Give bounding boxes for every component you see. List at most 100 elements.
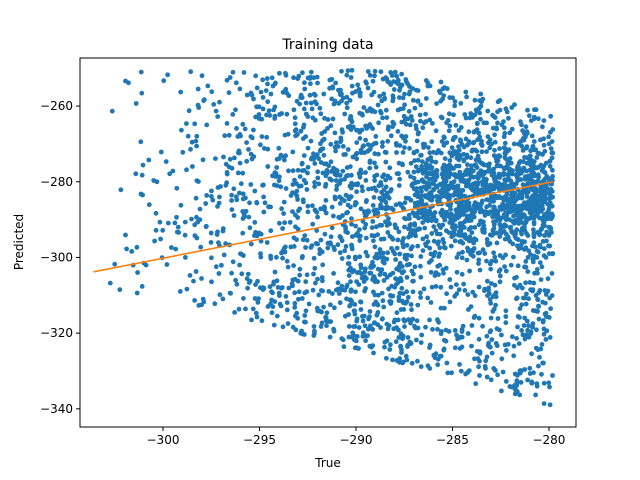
- data-point: [337, 92, 343, 98]
- data-point: [394, 171, 400, 177]
- data-point: [504, 348, 509, 353]
- data-point: [234, 281, 240, 287]
- data-point: [357, 227, 362, 233]
- data-point: [305, 164, 311, 170]
- data-point: [370, 203, 376, 208]
- data-point: [377, 195, 383, 201]
- data-point: [476, 130, 481, 136]
- data-point: [484, 354, 490, 360]
- data-point: [258, 89, 264, 95]
- data-point: [512, 194, 517, 200]
- data-point: [371, 141, 377, 147]
- data-point: [161, 78, 167, 84]
- data-point: [534, 210, 540, 216]
- data-point: [515, 324, 520, 330]
- data-point: [509, 334, 515, 340]
- data-point: [433, 228, 439, 234]
- data-point: [377, 93, 383, 99]
- data-point: [535, 270, 540, 276]
- data-point: [326, 289, 332, 294]
- data-point: [227, 75, 233, 80]
- data-point: [423, 78, 429, 83]
- data-point: [492, 132, 497, 138]
- data-point: [376, 151, 381, 157]
- data-point: [218, 184, 223, 189]
- data-point: [415, 243, 421, 249]
- data-point: [268, 256, 274, 261]
- data-point: [305, 170, 310, 176]
- data-point: [331, 328, 337, 334]
- data-point: [308, 74, 314, 80]
- data-point: [420, 125, 426, 131]
- data-point: [465, 248, 471, 254]
- data-point: [514, 274, 519, 280]
- data-point: [315, 80, 320, 86]
- data-point: [487, 186, 493, 192]
- data-point: [276, 145, 282, 151]
- data-point: [390, 93, 396, 99]
- data-point: [430, 121, 435, 126]
- data-point: [461, 232, 467, 238]
- data-point: [376, 292, 381, 298]
- data-point: [395, 77, 401, 83]
- data-point: [418, 152, 424, 158]
- data-point: [209, 188, 214, 194]
- data-point: [406, 212, 412, 218]
- data-point: [297, 266, 303, 272]
- data-point: [233, 80, 239, 86]
- data-point: [524, 231, 529, 236]
- data-point: [345, 68, 351, 74]
- data-point: [542, 311, 548, 317]
- data-point: [284, 300, 290, 305]
- data-point: [387, 299, 392, 304]
- data-point: [221, 252, 227, 258]
- data-point: [360, 333, 366, 339]
- data-point: [192, 121, 198, 127]
- data-point: [419, 193, 425, 199]
- data-point: [305, 203, 311, 209]
- data-point: [431, 238, 437, 244]
- data-point: [260, 287, 266, 292]
- data-point: [368, 265, 373, 270]
- data-point: [377, 247, 383, 252]
- data-point: [501, 198, 507, 203]
- data-point: [296, 208, 301, 214]
- data-point: [534, 155, 540, 160]
- data-point: [393, 202, 399, 208]
- data-point: [338, 235, 344, 241]
- data-point: [346, 312, 351, 317]
- data-point: [358, 150, 364, 156]
- data-point: [319, 309, 324, 315]
- data-point: [373, 134, 379, 139]
- data-point: [432, 355, 438, 361]
- data-point: [492, 139, 498, 145]
- data-point: [470, 253, 476, 259]
- data-point: [386, 286, 391, 292]
- data-point: [354, 334, 360, 339]
- data-point: [285, 264, 291, 270]
- data-point: [546, 134, 551, 140]
- data-point: [535, 297, 540, 302]
- data-point: [184, 167, 189, 173]
- data-point: [489, 141, 494, 147]
- data-point: [146, 157, 152, 163]
- data-point: [354, 150, 360, 156]
- data-point: [360, 188, 365, 194]
- data-point: [329, 204, 335, 210]
- data-point: [493, 258, 499, 264]
- data-point: [547, 384, 552, 390]
- data-point: [491, 153, 497, 159]
- data-point: [438, 98, 444, 104]
- data-point: [444, 291, 449, 297]
- data-point: [363, 79, 369, 85]
- data-point: [290, 149, 296, 155]
- data-point: [490, 214, 495, 220]
- data-point: [539, 342, 545, 347]
- data-point: [344, 296, 349, 302]
- data-point: [411, 186, 417, 192]
- data-point: [405, 294, 411, 300]
- data-point: [513, 181, 519, 187]
- data-point: [549, 155, 555, 161]
- data-point: [437, 251, 442, 257]
- data-point: [458, 239, 463, 244]
